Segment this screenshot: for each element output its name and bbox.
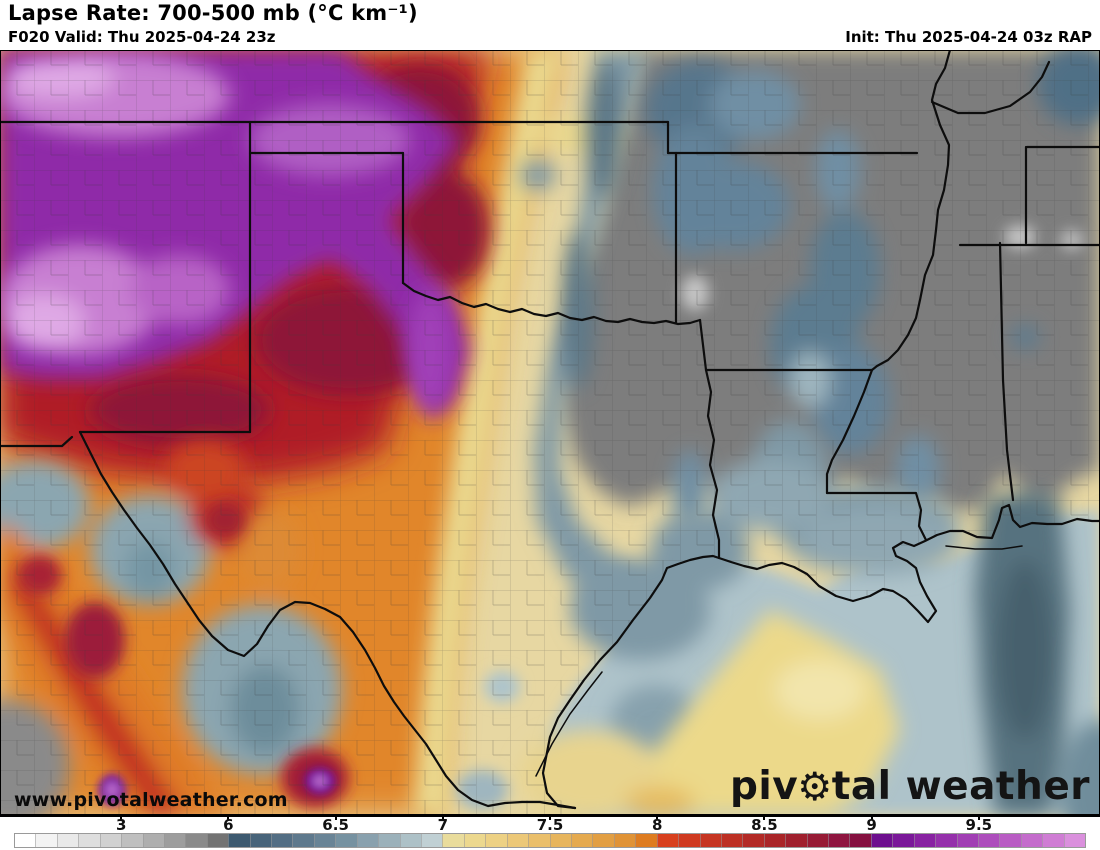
colorbar-tick-label: 8.5 [751,816,778,834]
colorbar-ticks: 3 6 6.5 7 7.5 8 8.5 9 9.5 [14,815,1086,834]
colorbar-tick-label: 6 [223,816,234,834]
gear-icon: ⚙ [797,765,833,810]
colorbar-inner: 3 6 6.5 7 7.5 8 8.5 9 9.5 [14,815,1086,850]
colorbar-cell [485,834,507,847]
colorbar-tick-mark [441,815,444,820]
colorbar-cell [356,834,379,847]
colorbar-cell [163,834,186,847]
colorbar-cell [935,834,957,847]
colorbar-cell [206,834,229,847]
colorbar-cell [1042,834,1064,847]
colorbar-cell [913,834,936,847]
colorbar: 3 6 6.5 7 7.5 8 8.5 9 9.5 [0,815,1100,850]
colorbar-cell [99,834,122,847]
colorbar-cell [570,834,593,847]
colorbar-cell [678,834,700,847]
watermark-url: www.pivotalweather.com [14,789,288,811]
colorbar-cell [849,834,871,847]
colorbar-cell [1063,834,1086,847]
colorbar-cell [15,834,36,847]
logo-text-post: tal weather [831,764,1090,809]
colorbar-cell [1020,834,1043,847]
colorbar-cell [292,834,314,847]
pivotal-weather-logo: piv⚙tal weather [730,764,1090,810]
colorbar-cell [271,834,293,847]
colorbar-tick-label: 9.5 [965,816,993,834]
colorbar-cell [399,834,422,847]
colorbar-cell [806,834,829,847]
colorbar-cell [977,834,1000,847]
colorbar-tick-label: 7.5 [536,816,564,834]
colorbar-tick-label: 6.5 [322,816,349,834]
colorbar-cell [763,834,786,847]
colorbar-cell [506,834,529,847]
colorbar-tick-label: 7 [437,816,449,834]
colorbar-cell [635,834,657,847]
colorbar-cell [870,834,893,847]
colorbar-cell [121,834,143,847]
page-title: Lapse Rate: 700-500 mb (°C km⁻¹) [8,1,418,25]
colorbar-tick-mark [656,815,659,820]
colorbar-cells [14,833,1086,848]
colorbar-cell [742,834,764,847]
header: Lapse Rate: 700-500 mb (°C km⁻¹) F020 Va… [0,0,1100,50]
colorbar-cell [892,834,914,847]
colorbar-tick-mark [870,815,873,820]
forecast-valid-label: F020 Valid: Thu 2025-04-24 23z [8,28,276,46]
colorbar-cell [142,834,164,847]
colorbar-cell [549,834,571,847]
colorbar-tick-mark [227,815,230,820]
colorbar-cell [656,834,679,847]
colorbar-cell [78,834,100,847]
colorbar-cell [592,834,614,847]
colorbar-cell [613,834,636,847]
colorbar-cell [185,834,207,847]
colorbar-tick-mark [977,815,980,820]
colorbar-cell [313,834,336,847]
lapse-rate-map-image [0,50,1100,815]
colorbar-cell [378,834,400,847]
header-subrow: F020 Valid: Thu 2025-04-24 23z Init: Thu… [8,28,1092,46]
colorbar-tick-label: 3 [115,816,127,834]
colorbar-cell [335,834,357,847]
colorbar-cell [463,834,486,847]
logo-text-pre: piv [730,764,799,809]
colorbar-cell [528,834,550,847]
colorbar-cell [35,834,57,847]
colorbar-tick-mark [120,815,123,820]
colorbar-tick-mark [334,815,337,820]
colorbar-cell [720,834,743,847]
colorbar-cell [785,834,807,847]
weather-map: www.pivotalweather.com piv⚙tal weather [0,50,1100,815]
colorbar-cell [828,834,850,847]
colorbar-cell [442,834,464,847]
colorbar-cell [699,834,721,847]
colorbar-tick-mark [549,815,551,820]
model-init-label: Init: Thu 2025-04-24 03z RAP [845,28,1092,46]
colorbar-tick-label: 8 [651,816,663,834]
colorbar-cell [999,834,1021,847]
colorbar-cell [56,834,79,847]
colorbar-cell [421,834,443,847]
colorbar-cell [249,834,272,847]
colorbar-cell [956,834,978,847]
colorbar-tick-label: 9 [866,816,877,834]
colorbar-tick-mark [763,815,766,820]
colorbar-cell [228,834,250,847]
